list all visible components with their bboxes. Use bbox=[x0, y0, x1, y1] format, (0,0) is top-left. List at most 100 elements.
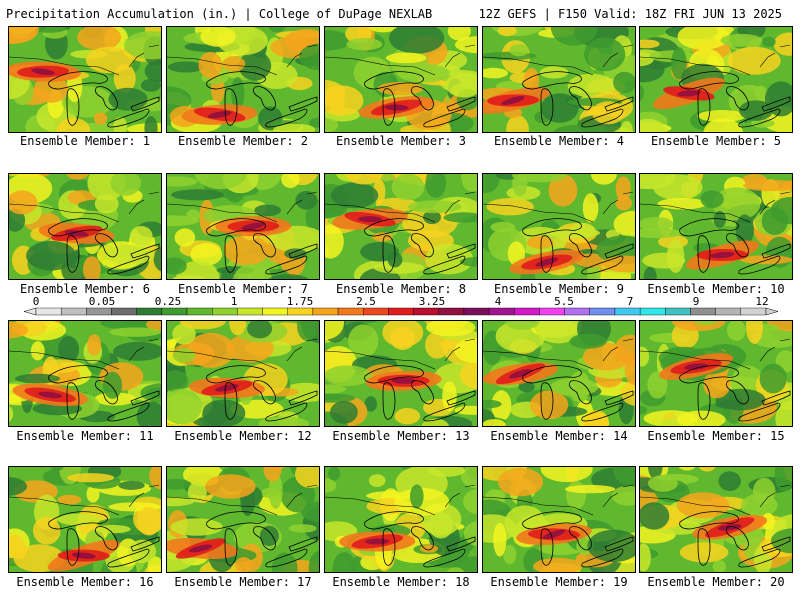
precip-map bbox=[640, 174, 792, 279]
scale-tick-label: 4 bbox=[495, 296, 502, 308]
scale-swatch bbox=[60, 307, 87, 316]
ensemble-panel bbox=[166, 320, 320, 427]
member-caption: Ensemble Member: 2 bbox=[177, 134, 309, 148]
ensemble-panel bbox=[166, 26, 320, 133]
precip-map bbox=[167, 27, 319, 132]
scale-swatch bbox=[539, 307, 565, 316]
scale-swatch bbox=[715, 307, 742, 316]
member-caption: Ensemble Member: 3 bbox=[335, 134, 467, 148]
member-caption: Ensemble Member: 1 bbox=[19, 134, 151, 148]
member-caption: Ensemble Member: 10 bbox=[647, 282, 785, 296]
precip-map bbox=[640, 27, 792, 132]
scale-swatch bbox=[564, 307, 590, 316]
scale-tick-label: 3.25 bbox=[419, 296, 446, 308]
scale-swatch bbox=[438, 307, 465, 316]
member-caption: Ensemble Member: 18 bbox=[332, 575, 470, 589]
scale-tick-label: 5.5 bbox=[554, 296, 574, 308]
precip-map bbox=[483, 321, 635, 426]
scale-swatch bbox=[589, 307, 616, 316]
ensemble-panel bbox=[639, 173, 793, 280]
member-caption: Ensemble Member: 4 bbox=[493, 134, 625, 148]
ensemble-panel bbox=[639, 26, 793, 133]
scale-tick-label: 2.5 bbox=[356, 296, 376, 308]
ensemble-panel bbox=[8, 466, 162, 573]
precip-map bbox=[9, 467, 161, 572]
scale-swatch bbox=[463, 307, 490, 316]
precip-map bbox=[325, 467, 477, 572]
scale-tick-label: 0 bbox=[33, 296, 40, 308]
precip-map bbox=[167, 321, 319, 426]
scale-tick-label: 1.75 bbox=[287, 296, 314, 308]
member-caption: Ensemble Member: 12 bbox=[174, 429, 312, 443]
member-caption: Ensemble Member: 15 bbox=[647, 429, 785, 443]
ensemble-panel bbox=[8, 173, 162, 280]
scale-swatch bbox=[690, 307, 716, 316]
scale-swatch bbox=[665, 307, 691, 316]
scale-tick-label: 7 bbox=[627, 296, 634, 308]
scale-swatch bbox=[740, 307, 767, 316]
ensemble-panel bbox=[482, 26, 636, 133]
ensemble-panel bbox=[8, 320, 162, 427]
ensemble-panel bbox=[324, 173, 478, 280]
scale-swatch bbox=[488, 307, 515, 316]
member-caption: Ensemble Member: 17 bbox=[174, 575, 312, 589]
ensemble-panel bbox=[482, 173, 636, 280]
color-scale: 0 0.05 0.25 1 1.75 2.5 3.25 4 5.5 7 9 12 bbox=[23, 296, 779, 316]
scale-swatch bbox=[35, 307, 62, 316]
member-caption: Ensemble Member: 14 bbox=[490, 429, 628, 443]
ensemble-panel bbox=[324, 466, 478, 573]
ensemble-panel bbox=[482, 466, 636, 573]
member-caption: Ensemble Member: 7 bbox=[177, 282, 309, 296]
scale-swatch bbox=[186, 307, 213, 316]
scale-swatch bbox=[86, 307, 112, 316]
scale-swatch bbox=[237, 307, 263, 316]
precip-map bbox=[483, 467, 635, 572]
scale-tick-label: 0.05 bbox=[89, 296, 116, 308]
member-caption: Ensemble Member: 19 bbox=[490, 575, 628, 589]
precip-map bbox=[325, 321, 477, 426]
precip-map bbox=[640, 321, 792, 426]
ensemble-panel bbox=[639, 320, 793, 427]
member-caption: Ensemble Member: 5 bbox=[650, 134, 782, 148]
precip-map bbox=[9, 27, 161, 132]
precip-map bbox=[640, 467, 792, 572]
ensemble-panel bbox=[324, 320, 478, 427]
member-caption: Ensemble Member: 8 bbox=[335, 282, 467, 296]
ensemble-panel bbox=[324, 26, 478, 133]
scale-swatch bbox=[337, 307, 364, 316]
scale-tick-label: 0.25 bbox=[155, 296, 182, 308]
scale-swatch bbox=[111, 307, 137, 316]
ensemble-panel bbox=[482, 320, 636, 427]
scale-swatch bbox=[614, 307, 641, 316]
scale-swatch bbox=[312, 307, 339, 316]
member-caption: Ensemble Member: 6 bbox=[19, 282, 151, 296]
precip-map bbox=[325, 174, 477, 279]
scale-arrow-right bbox=[765, 307, 779, 316]
scale-swatch bbox=[262, 307, 288, 316]
scale-tick-label: 9 bbox=[693, 296, 700, 308]
scale-swatch bbox=[639, 307, 666, 316]
precip-map bbox=[167, 467, 319, 572]
chart-title: Precipitation Accumulation (in.) | Colle… bbox=[6, 7, 433, 21]
scale-swatch bbox=[413, 307, 439, 316]
ensemble-panel bbox=[639, 466, 793, 573]
scale-swatch bbox=[388, 307, 414, 316]
member-caption: Ensemble Member: 9 bbox=[493, 282, 625, 296]
scale-tick-label: 1 bbox=[231, 296, 238, 308]
ensemble-panel bbox=[166, 466, 320, 573]
precip-map bbox=[483, 174, 635, 279]
member-caption: Ensemble Member: 16 bbox=[16, 575, 154, 589]
precip-map bbox=[9, 174, 161, 279]
scale-swatch bbox=[514, 307, 540, 316]
precip-map bbox=[9, 321, 161, 426]
ensemble-panel bbox=[166, 173, 320, 280]
scale-arrow-left bbox=[23, 307, 37, 316]
member-caption: Ensemble Member: 13 bbox=[332, 429, 470, 443]
precip-map bbox=[167, 174, 319, 279]
scale-swatch bbox=[212, 307, 238, 316]
member-caption: Ensemble Member: 20 bbox=[647, 575, 785, 589]
scale-swatch bbox=[136, 307, 163, 316]
scale-tick-label: 12 bbox=[755, 296, 768, 308]
precip-map bbox=[483, 27, 635, 132]
scale-swatch bbox=[161, 307, 188, 316]
